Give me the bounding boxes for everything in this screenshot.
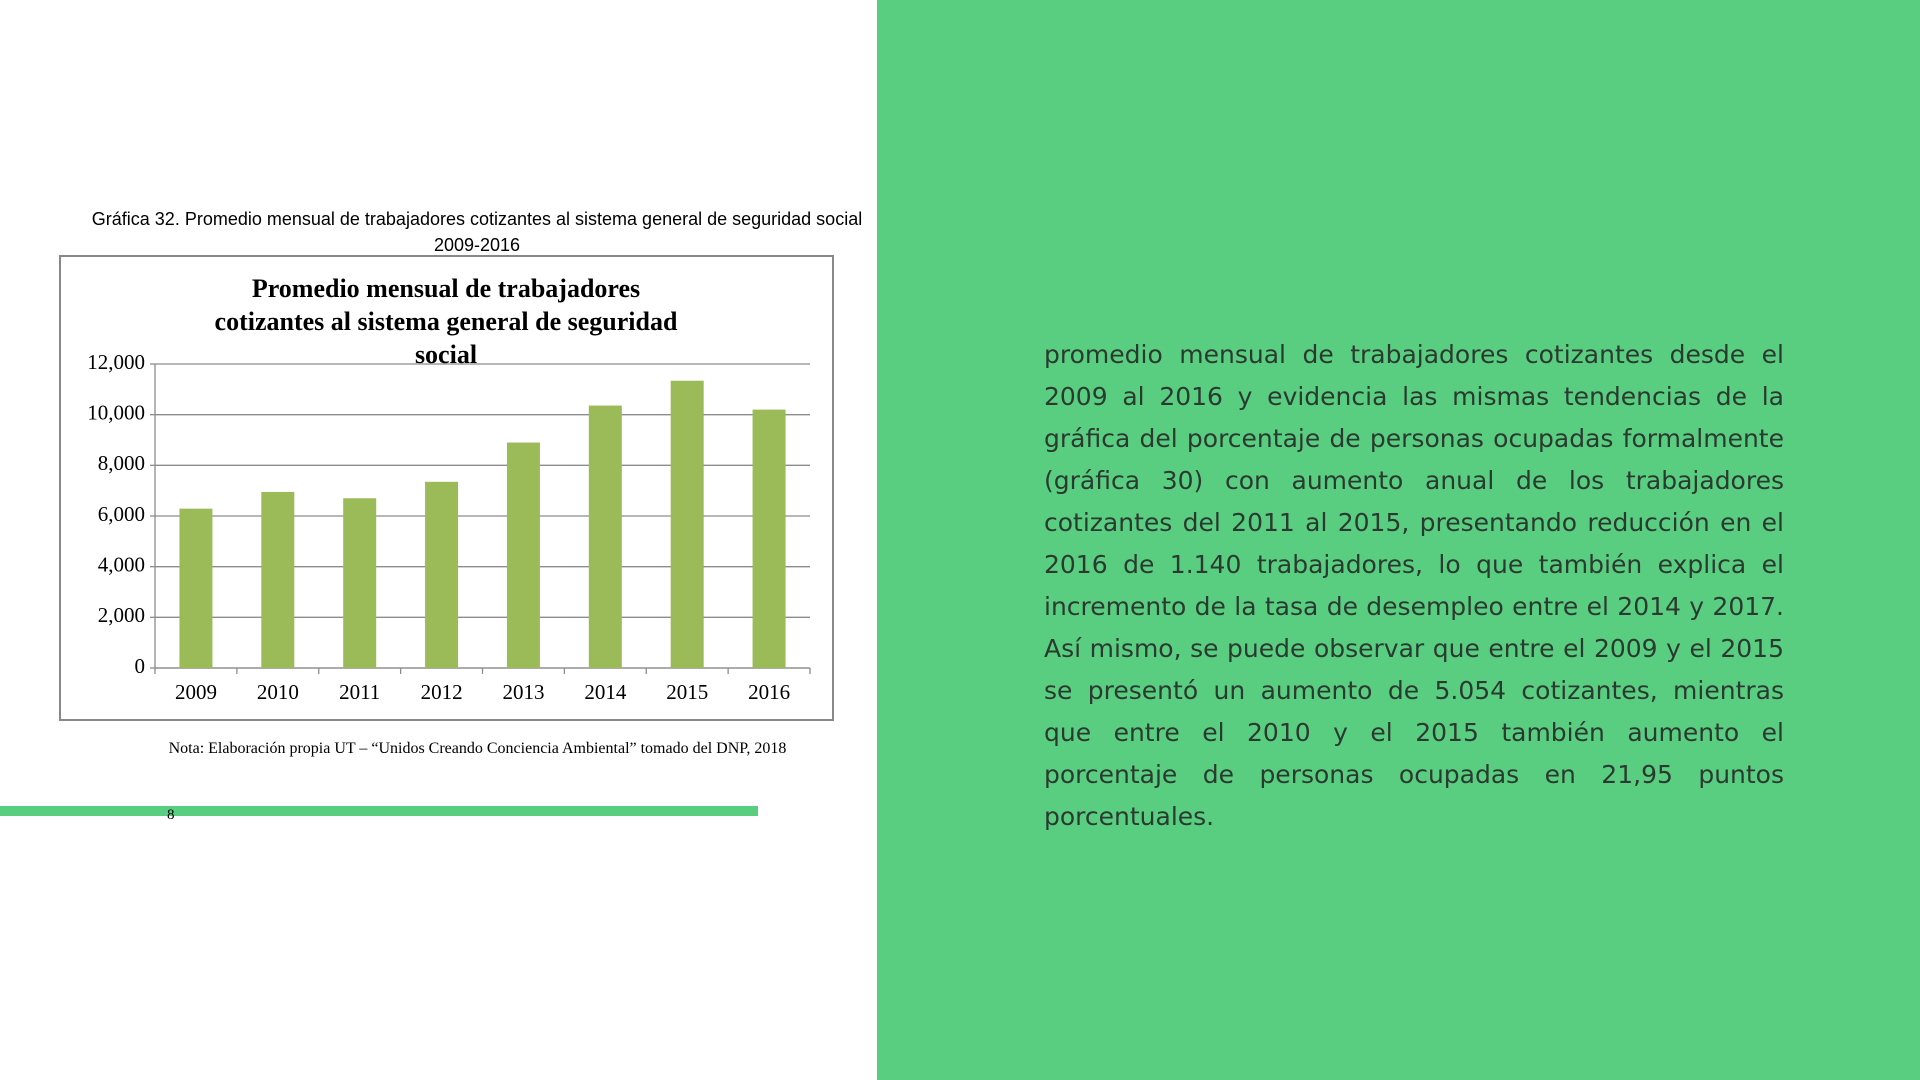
bar <box>261 491 295 668</box>
x-tick-label: 2014 <box>584 680 627 704</box>
x-tick-label: 2009 <box>175 680 217 704</box>
chart-title: Promedio mensual de trabajadores cotizan… <box>214 274 678 369</box>
x-tick-label: 2010 <box>257 680 299 704</box>
y-tick-label: 6,000 <box>98 502 145 526</box>
bar <box>752 409 786 668</box>
chart-caption: Gráfica 32. Promedio mensual de trabajad… <box>91 209 863 255</box>
source-note: Nota: Elaboración propia UT – “Unidos Cr… <box>168 740 787 757</box>
y-tick-label: 12,000 <box>87 350 145 374</box>
bar <box>670 380 704 668</box>
bar <box>179 508 213 668</box>
bar <box>425 481 459 668</box>
y-tick-label: 0 <box>135 654 146 678</box>
y-tick-label: 10,000 <box>87 400 145 424</box>
body-text: promedio mensual de trabajadores cotizan… <box>1044 340 1784 831</box>
green-panel <box>877 0 1920 1080</box>
x-tick-label: 2013 <box>502 680 544 704</box>
y-tick-label: 2,000 <box>98 603 145 627</box>
chart-frame: Promedio mensual de trabajadores cotizan… <box>59 255 834 721</box>
y-tick-label: 4,000 <box>98 552 145 576</box>
page-number: 8 <box>167 807 175 823</box>
y-tick-label: 8,000 <box>98 451 145 475</box>
bar <box>506 442 540 668</box>
bar <box>588 405 622 668</box>
x-tick-label: 2015 <box>666 680 708 704</box>
bar <box>343 498 377 668</box>
accent-bar <box>0 806 758 816</box>
chart: 0 2,000 4,000 6,000 8,000 10,000 12,000 2009 201… <box>87 350 811 704</box>
x-tick-label: 2011 <box>339 680 380 704</box>
x-tick-label: 2016 <box>748 680 790 704</box>
x-tick-label: 2012 <box>421 680 463 704</box>
